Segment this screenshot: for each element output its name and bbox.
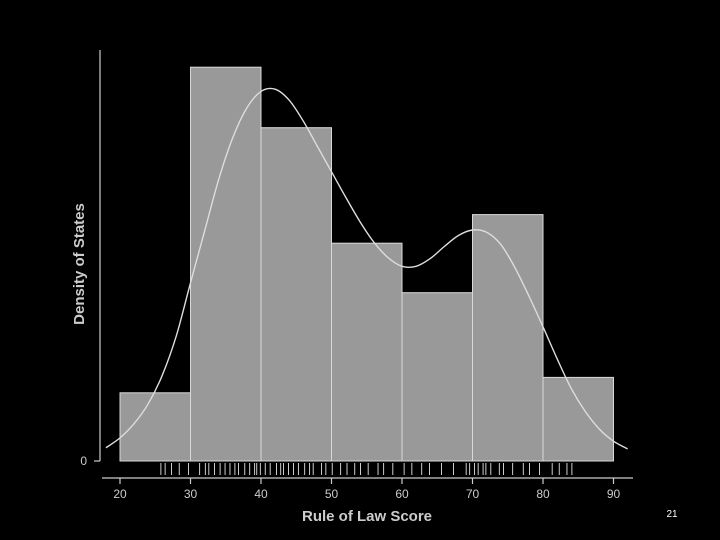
- x-tick-label: 50: [325, 487, 339, 501]
- slide-number: 21: [666, 509, 678, 520]
- x-tick-label: 20: [113, 487, 127, 501]
- density-curve: [105, 87, 628, 450]
- x-tick-label: 60: [395, 487, 409, 501]
- histogram-bar-50-60: [331, 242, 403, 462]
- x-axis-ticks: 20 30 40 50 60 70 80 90: [113, 478, 620, 501]
- y-axis-label: Density of States: [71, 203, 88, 325]
- x-axis-label: Rule of Law Score: [302, 508, 432, 525]
- rug-plot: [160, 463, 573, 475]
- histogram-bars: [119, 66, 614, 462]
- x-tick-label: 70: [466, 487, 480, 501]
- x-tick-label: 90: [607, 487, 621, 501]
- x-tick-label: 40: [254, 487, 268, 501]
- x-tick-label: 80: [536, 487, 550, 501]
- histogram-bar-40-50: [260, 127, 332, 462]
- y-tick-label: 0: [80, 454, 87, 468]
- x-tick-label: 30: [184, 487, 198, 501]
- histogram-bar-70-80: [472, 214, 544, 462]
- histogram-bar-60-70: [401, 292, 473, 462]
- y-axis-ticks: 0: [80, 454, 100, 468]
- histogram-bar-30-40: [190, 66, 262, 462]
- histogram-bar-80-90: [542, 376, 614, 462]
